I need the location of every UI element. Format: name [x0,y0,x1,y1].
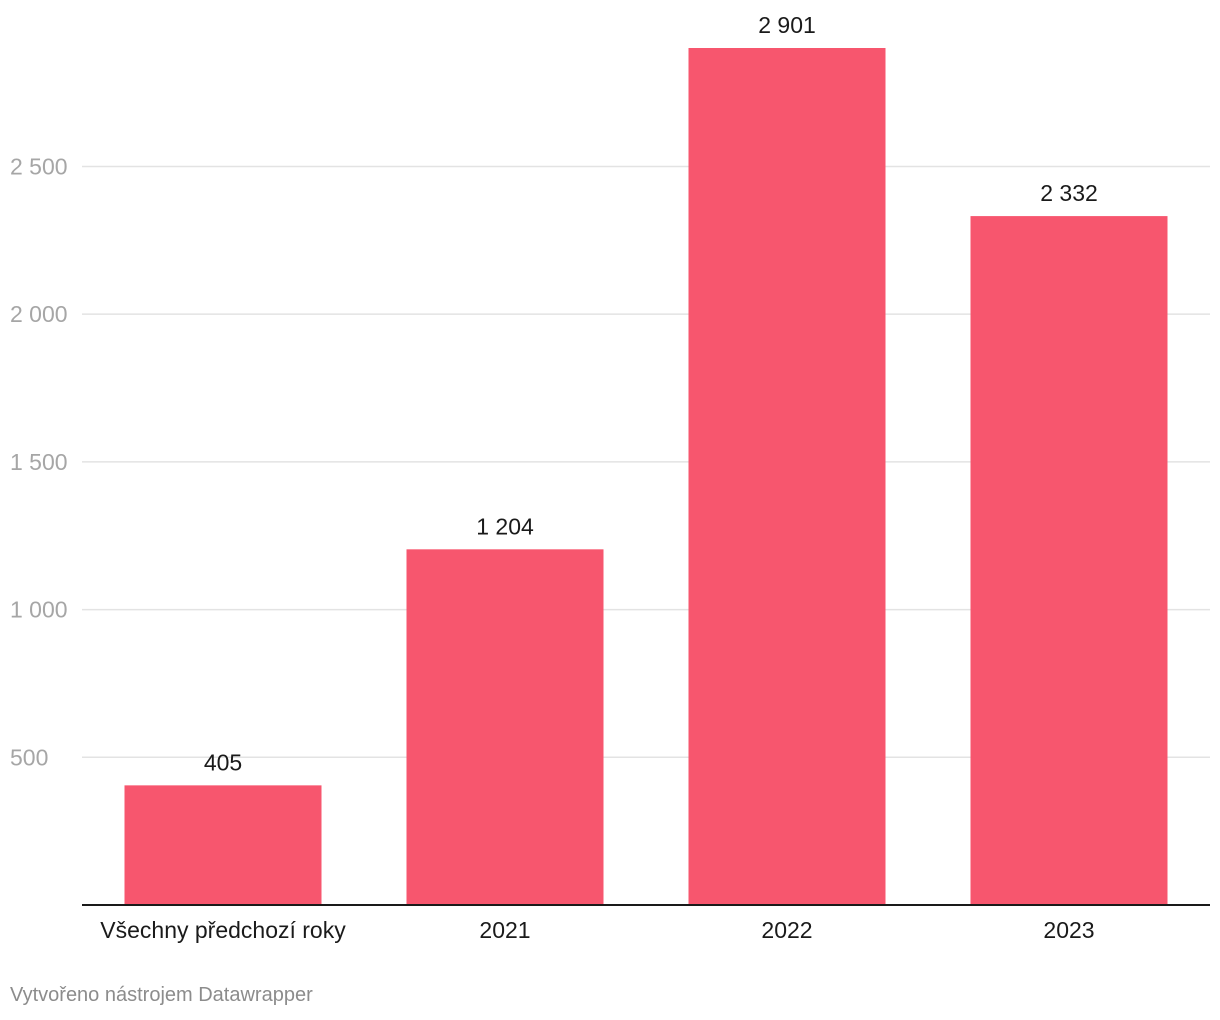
x-tick-label: 2021 [479,917,530,943]
y-tick-label: 1 000 [10,597,68,623]
y-tick-label: 500 [10,744,48,770]
bar [124,785,322,905]
bar [406,549,604,905]
bar-chart: 500 1 000 1 500 2 000 2 500 405 1 204 2 901 2 3… [10,12,1210,943]
data-label: 405 [204,749,242,775]
y-tick-label: 2 500 [10,153,68,179]
x-axis-ticks: Všechny předchozí roky 2021 2022 2023 [100,917,1094,943]
data-label: 2 901 [758,12,816,38]
footer-credit: Vytvořeno nástrojem Datawrapper [10,984,313,1006]
bar [688,48,886,905]
x-tick-label: Všechny předchozí roky [100,917,346,943]
data-label: 2 332 [1040,180,1098,206]
y-tick-label: 2 000 [10,301,68,327]
y-tick-label: 1 500 [10,449,68,475]
x-tick-label: 2023 [1043,917,1094,943]
bar [970,216,1168,905]
bars [124,48,1168,905]
x-tick-label: 2022 [761,917,812,943]
data-labels: 405 1 204 2 901 2 332 [204,12,1098,775]
data-label: 1 204 [476,513,534,539]
y-axis-ticks: 500 1 000 1 500 2 000 2 500 [10,153,68,770]
